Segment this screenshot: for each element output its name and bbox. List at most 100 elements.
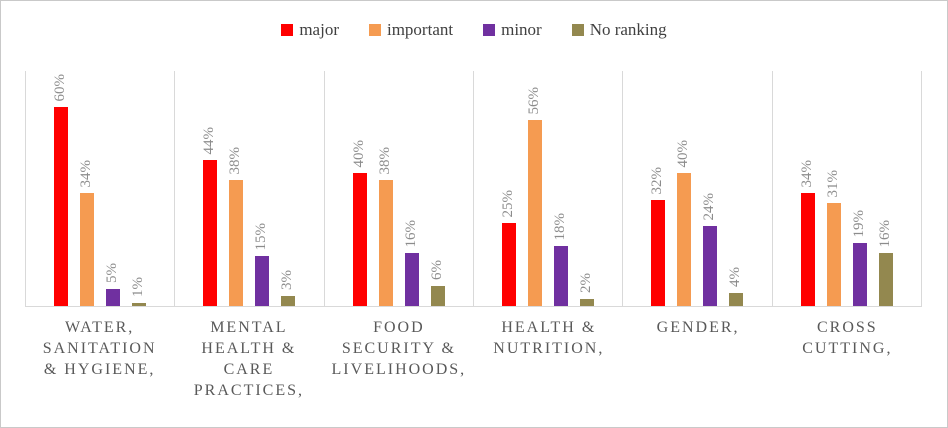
data-label: 60%	[52, 73, 69, 102]
bar-no-ranking	[729, 293, 744, 306]
bar-slot: 40%	[675, 71, 692, 306]
bar-important	[80, 193, 95, 306]
plot-area: 60% 34% 5% 1% 44% 38% 15% 3% 40% 38% 16% 6% 25% 56% 18…	[25, 71, 922, 307]
bar-slot: 40%	[350, 71, 367, 306]
legend-label: minor	[501, 20, 542, 39]
bar-slot: 56%	[526, 71, 543, 306]
bar-slot: 16%	[402, 71, 419, 306]
legend-swatch-minor	[483, 23, 496, 36]
bar-slot: 38%	[227, 71, 244, 306]
bar-slot: 44%	[201, 71, 218, 306]
legend-swatch-no-ranking	[571, 23, 584, 36]
category-panel: 34% 31% 19% 16%	[771, 71, 922, 306]
bar-major	[54, 107, 69, 306]
bar-major	[651, 200, 666, 306]
category-label: FOOD SECURITY & LIVELIHOODS,	[331, 319, 467, 378]
bar-no-ranking	[580, 299, 595, 306]
bar-minor	[852, 243, 867, 306]
category-panel: 40% 38% 16% 6%	[323, 71, 473, 306]
data-label: 34%	[798, 159, 815, 188]
legend-item-no-ranking: No ranking	[571, 20, 667, 39]
bar-slot: 5%	[104, 71, 121, 306]
data-label: 3%	[279, 270, 296, 290]
bar-slot: 18%	[552, 71, 569, 306]
category-panel: 32% 40% 24% 4%	[622, 71, 771, 306]
data-label: 56%	[526, 86, 543, 115]
data-label: 44%	[201, 126, 218, 155]
data-label: 4%	[727, 267, 744, 287]
bar-slot: 2%	[578, 71, 595, 306]
data-label: 16%	[402, 219, 419, 248]
bar-slot: 15%	[253, 71, 270, 306]
data-label: 34%	[78, 159, 95, 188]
bar-slot: 1%	[130, 71, 147, 306]
category-panel: 60% 34% 5% 1%	[25, 71, 174, 306]
data-label: 18%	[552, 212, 569, 241]
legend-item-major: major	[281, 21, 339, 38]
bar-slot: 24%	[701, 71, 718, 306]
data-label: 5%	[104, 263, 121, 283]
bar-slot: 6%	[428, 71, 445, 306]
bar-slot: 16%	[876, 71, 893, 306]
bar-no-ranking	[132, 303, 147, 306]
data-label: 1%	[130, 277, 147, 297]
data-label: 38%	[227, 146, 244, 175]
data-label: 40%	[350, 139, 367, 168]
bar-minor	[554, 246, 569, 306]
legend-label: No ranking	[589, 20, 667, 39]
bar-minor	[703, 226, 718, 306]
bar-slot: 19%	[850, 71, 867, 306]
bar-no-ranking	[430, 286, 445, 306]
bar-major	[352, 173, 367, 306]
legend-label: major	[299, 20, 339, 39]
bar-minor	[404, 253, 419, 306]
legend-label: important	[386, 20, 454, 39]
bar-slot: 34%	[798, 71, 815, 306]
bar-slot: 32%	[649, 71, 666, 306]
data-label: 16%	[876, 219, 893, 248]
bar-important	[826, 203, 841, 306]
bar-major	[800, 193, 815, 306]
bar-major	[203, 160, 218, 306]
bar-no-ranking	[878, 253, 893, 306]
bar-minor	[255, 256, 270, 306]
bar-no-ranking	[281, 296, 296, 306]
data-label: 31%	[824, 169, 841, 198]
bar-slot: 31%	[824, 71, 841, 306]
category-label: WATER, SANITATION & HYGIENE,	[42, 319, 157, 378]
category-label: CROSS CUTTING,	[802, 319, 893, 357]
legend-swatch-major	[281, 23, 294, 36]
bar-important	[677, 173, 692, 306]
category-label: GENDER,	[656, 319, 740, 336]
bar-major	[502, 223, 517, 306]
legend-item-minor: minor	[483, 21, 542, 38]
bar-slot: 25%	[500, 71, 517, 306]
data-label: 19%	[850, 209, 867, 238]
bar-minor	[106, 289, 121, 306]
category-label: HEALTH & NUTRITION,	[493, 319, 605, 357]
bar-slot: 4%	[727, 71, 744, 306]
bar-important	[229, 180, 244, 306]
category-panel: 25% 56% 18% 2%	[472, 71, 622, 306]
bar-slot: 3%	[279, 71, 296, 306]
bar-important	[528, 120, 543, 306]
bar-slot: 34%	[78, 71, 95, 306]
bar-slot: 60%	[52, 71, 69, 306]
category-panel: 44% 38% 15% 3%	[174, 71, 323, 306]
legend: major important minor No ranking	[1, 21, 947, 38]
data-label: 15%	[253, 222, 270, 251]
data-label: 24%	[701, 192, 718, 221]
bar-slot: 38%	[376, 71, 393, 306]
data-label: 2%	[578, 273, 595, 293]
data-label: 25%	[500, 189, 517, 218]
category-label: MENTAL HEALTH & CARE PRACTICES,	[193, 319, 305, 399]
legend-item-important: important	[368, 20, 454, 39]
data-label: 38%	[376, 146, 393, 175]
bar-important	[378, 180, 393, 306]
data-label: 32%	[649, 166, 666, 195]
data-label: 6%	[428, 260, 445, 280]
category-axis: WATER, SANITATION & HYGIENE, MENTAL HEALT…	[25, 307, 922, 401]
legend-swatch-important	[368, 23, 381, 36]
data-label: 40%	[675, 139, 692, 168]
